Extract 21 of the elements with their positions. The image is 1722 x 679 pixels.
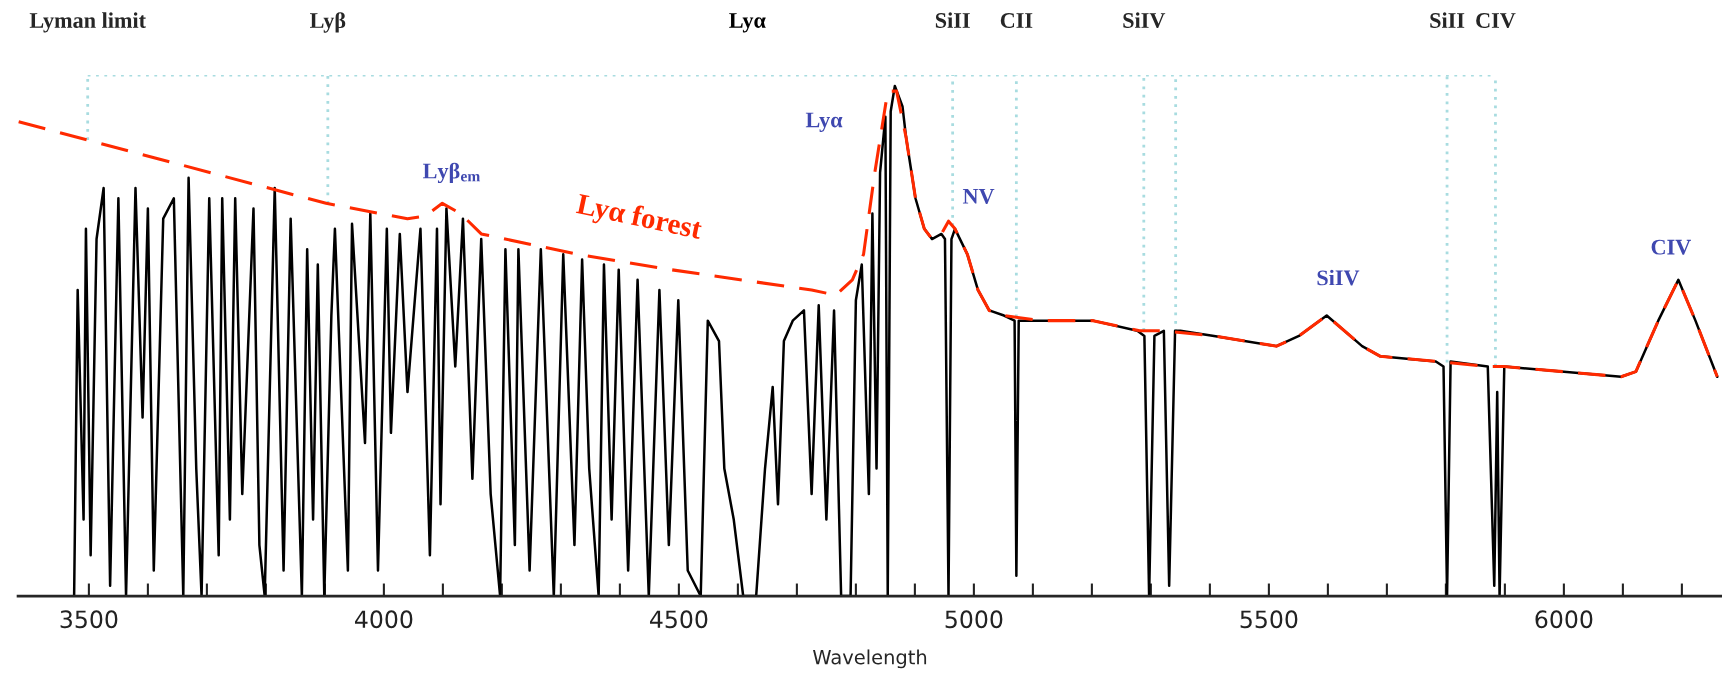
x-tick-label: 5000 xyxy=(945,610,1003,629)
ref-line-label: Lyβ xyxy=(310,12,346,33)
x-tick-label: 3500 xyxy=(60,610,118,629)
ref-line-label: SiII xyxy=(1430,12,1465,28)
annotation: Lyα xyxy=(805,112,843,132)
ref-line-label: CIV xyxy=(1476,13,1516,29)
annotation: NV xyxy=(962,189,995,204)
annotation: CIV xyxy=(1651,239,1691,255)
ref-line-label: SiIV xyxy=(1123,12,1166,29)
x-axis-title: Wavelength xyxy=(813,649,927,669)
x-tick-label: 5500 xyxy=(1240,610,1298,629)
x-tick-label: 6000 xyxy=(1535,610,1593,629)
x-tick-label: 4500 xyxy=(649,610,708,629)
annotation: Lyα forest xyxy=(574,192,704,246)
annotation: SiIV xyxy=(1317,269,1360,286)
x-tick-label: 4000 xyxy=(354,610,413,629)
ref-line-label: Lyman limit xyxy=(29,12,146,33)
ref-line-label: CII xyxy=(1000,13,1033,28)
annotation: Lyβ$_{em}$ xyxy=(423,162,481,184)
ref-line-label: SiII xyxy=(935,12,970,28)
text: Lyα xyxy=(729,13,766,33)
